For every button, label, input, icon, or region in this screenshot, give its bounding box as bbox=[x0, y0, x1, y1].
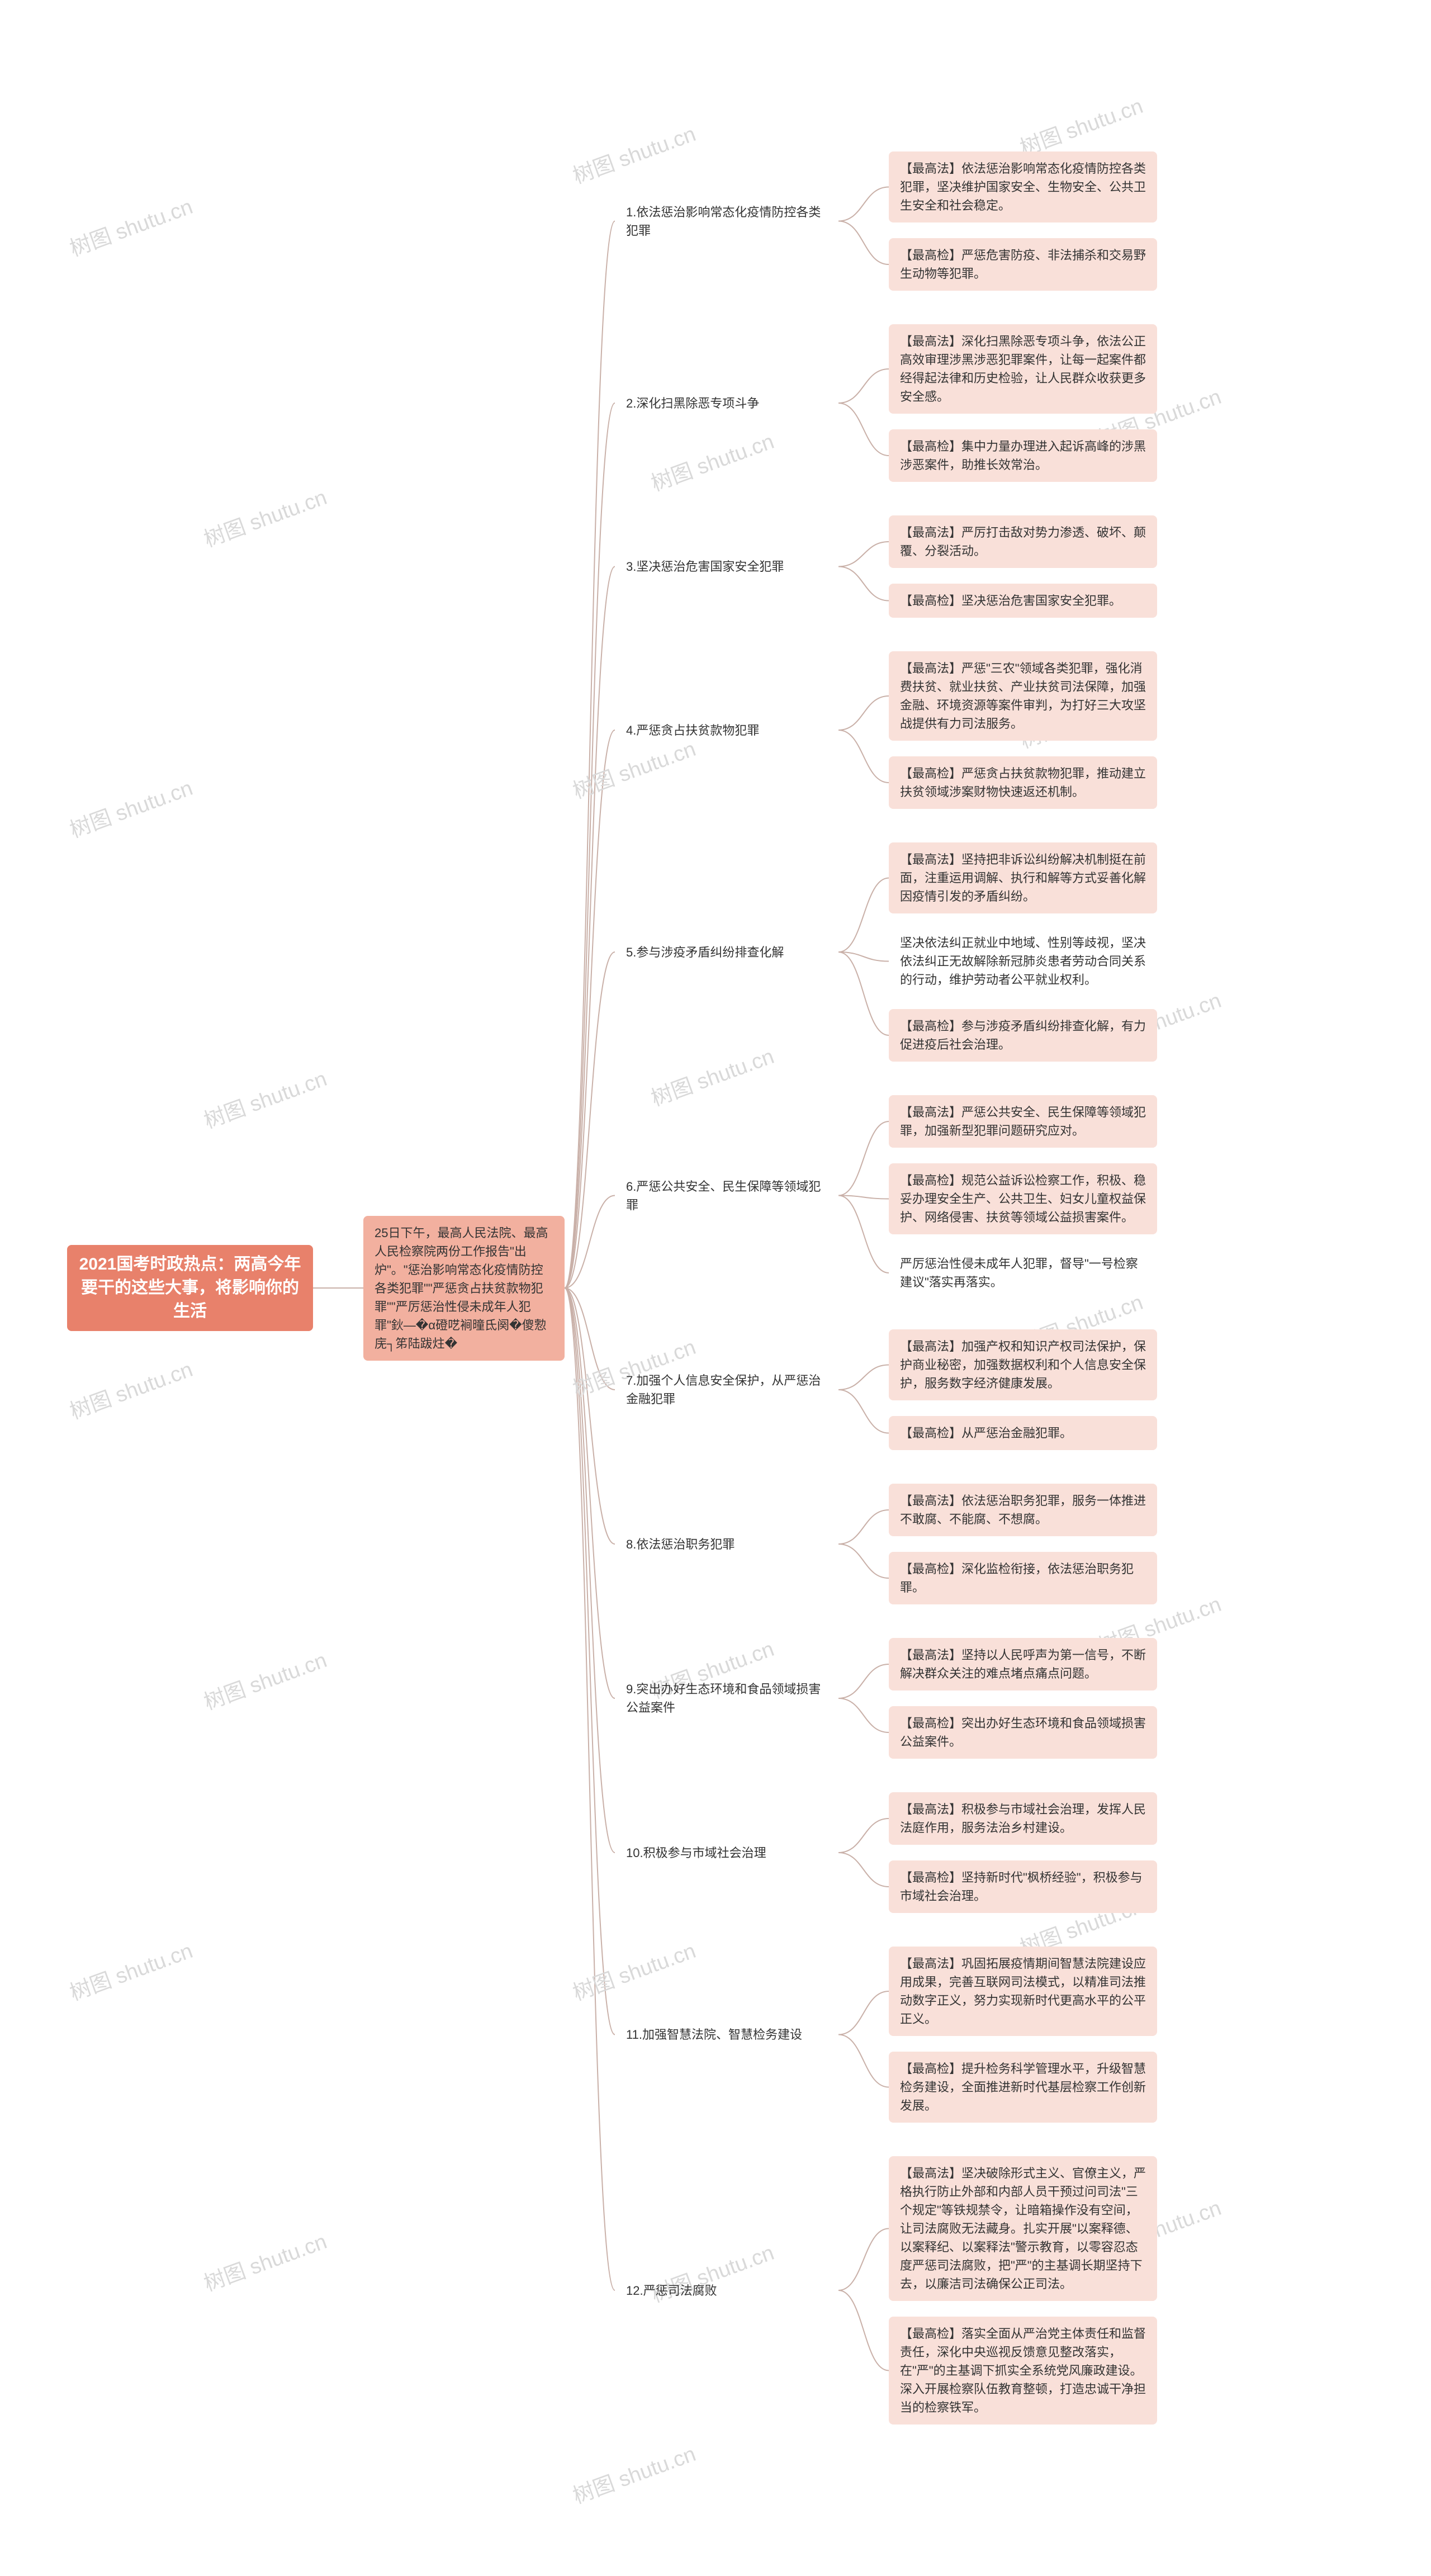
leaf-group: 【最高法】深化扫黑除恶专项斗争，依法公正高效审理涉黑涉恶犯罪案件，让每一起案件都… bbox=[889, 324, 1157, 482]
branch-label: 2.深化扫黑除恶专项斗争 bbox=[615, 390, 838, 417]
branch-label: 12.严惩司法腐败 bbox=[615, 2277, 838, 2304]
leaf-node: 【最高检】严惩贪占扶贫款物犯罪，推动建立扶贫领域涉案财物快速返还机制。 bbox=[889, 756, 1157, 809]
leaf-group: 【最高法】严惩"三农"领域各类犯罪，强化消费扶贫、就业扶贫、产业扶贫司法保障，加… bbox=[889, 651, 1157, 809]
branch-label: 5.参与涉疫矛盾纠纷排查化解 bbox=[615, 939, 838, 966]
branch-label: 11.加强智慧法院、智慧检务建设 bbox=[615, 2021, 838, 2048]
leaf-node: 【最高检】集中力量办理进入起诉高峰的涉黑涉恶案件，助推长效常治。 bbox=[889, 429, 1157, 482]
leaf-node: 【最高法】依法惩治影响常态化疫情防控各类犯罪，坚决维护国家安全、生物安全、公共卫… bbox=[889, 151, 1157, 222]
branch-label: 7.加强个人信息安全保护，从严惩治金融犯罪 bbox=[615, 1367, 838, 1413]
branch: 12.严惩司法腐败 【最高法】坚决破除形式主义、官僚主义，严格执行防止外部和内部人… bbox=[615, 2156, 1157, 2425]
leaf-node: 【最高检】突出办好生态环境和食品领域损害公益案件。 bbox=[889, 1706, 1157, 1759]
leaf-group: 【最高法】坚决破除形式主义、官僚主义，严格执行防止外部和内部人员干预过问司法"三… bbox=[889, 2156, 1157, 2425]
leaf-group: 【最高法】坚持以人民呼声为第一信号，不断解决群众关注的难点堵点痛点问题。【最高检… bbox=[889, 1638, 1157, 1759]
branches-column: 1.依法惩治影响常态化疫情防控各类犯罪 【最高法】依法惩治影响常态化疫情防控各类犯… bbox=[615, 151, 1157, 2425]
branch-label: 1.依法惩治影响常态化疫情防控各类犯罪 bbox=[615, 198, 838, 244]
leaf-node: 【最高检】深化监检衔接，依法惩治职务犯罪。 bbox=[889, 1552, 1157, 1604]
branch: 4.严惩贪占扶贫款物犯罪 【最高法】严惩"三农"领域各类犯罪，强化消费扶贫、就业扶… bbox=[615, 651, 1157, 809]
branch-label: 6.严惩公共安全、民生保障等领域犯罪 bbox=[615, 1173, 838, 1219]
leaf-node: 【最高检】坚决惩治危害国家安全犯罪。 bbox=[889, 584, 1157, 618]
branch-label: 4.严惩贪占扶贫款物犯罪 bbox=[615, 717, 838, 744]
root-node: 2021国考时政热点：两高今年要干的这些大事，将影响你的生活 bbox=[67, 1245, 313, 1331]
leaf-node: 坚决依法纠正就业中地域、性别等歧视，坚决依法纠正无故解除新冠肺炎患者劳动合同关系… bbox=[889, 929, 1157, 993]
leaf-group: 【最高法】依法惩治影响常态化疫情防控各类犯罪，坚决维护国家安全、生物安全、公共卫… bbox=[889, 151, 1157, 291]
leaf-node: 【最高检】规范公益诉讼检察工作，积极、稳妥办理安全生产、公共卫生、妇女儿童权益保… bbox=[889, 1163, 1157, 1234]
branch: 6.严惩公共安全、民生保障等领域犯罪 【最高法】严惩公共安全、民生保障等领域犯罪，… bbox=[615, 1095, 1157, 1296]
leaf-node: 【最高法】加强产权和知识产权司法保护，保护商业秘密，加强数据权利和个人信息安全保… bbox=[889, 1329, 1157, 1400]
branch: 1.依法惩治影响常态化疫情防控各类犯罪 【最高法】依法惩治影响常态化疫情防控各类犯… bbox=[615, 151, 1157, 291]
branch: 5.参与涉疫矛盾纠纷排查化解 【最高法】坚持把非诉讼纠纷解决机制挺在前面，注重运用… bbox=[615, 842, 1157, 1062]
leaf-node: 【最高法】积极参与市域社会治理，发挥人民法庭作用，服务法治乡村建设。 bbox=[889, 1792, 1157, 1845]
leaf-node: 【最高检】严惩危害防疫、非法捕杀和交易野生动物等犯罪。 bbox=[889, 238, 1157, 291]
branch-label: 8.依法惩治职务犯罪 bbox=[615, 1531, 838, 1558]
leaf-group: 【最高法】坚持把非诉讼纠纷解决机制挺在前面，注重运用调解、执行和解等方式妥善化解… bbox=[889, 842, 1157, 1062]
branch: 10.积极参与市域社会治理 【最高法】积极参与市域社会治理，发挥人民法庭作用，服务… bbox=[615, 1792, 1157, 1913]
leaf-node: 【最高法】巩固拓展疫情期间智慧法院建设应用成果，完善互联网司法模式，以精准司法推… bbox=[889, 1947, 1157, 2036]
branch-label: 10.积极参与市域社会治理 bbox=[615, 1839, 838, 1867]
leaf-node: 【最高法】坚决破除形式主义、官僚主义，严格执行防止外部和内部人员干预过问司法"三… bbox=[889, 2156, 1157, 2301]
leaf-group: 【最高法】巩固拓展疫情期间智慧法院建设应用成果，完善互联网司法模式，以精准司法推… bbox=[889, 1947, 1157, 2123]
leaf-node: 【最高法】深化扫黑除恶专项斗争，依法公正高效审理涉黑涉恶犯罪案件，让每一起案件都… bbox=[889, 324, 1157, 414]
leaf-group: 【最高法】严厉打击敌对势力渗透、破坏、颠覆、分裂活动。【最高检】坚决惩治危害国家… bbox=[889, 515, 1157, 618]
leaf-node: 【最高法】严惩"三农"领域各类犯罪，强化消费扶贫、就业扶贫、产业扶贫司法保障，加… bbox=[889, 651, 1157, 741]
leaf-group: 【最高法】积极参与市域社会治理，发挥人民法庭作用，服务法治乡村建设。【最高检】坚… bbox=[889, 1792, 1157, 1913]
branch: 11.加强智慧法院、智慧检务建设 【最高法】巩固拓展疫情期间智慧法院建设应用成果，… bbox=[615, 1947, 1157, 2123]
branch: 2.深化扫黑除恶专项斗争 【最高法】深化扫黑除恶专项斗争，依法公正高效审理涉黑涉恶… bbox=[615, 324, 1157, 482]
branch-label: 9.突出办好生态环境和食品领域损害公益案件 bbox=[615, 1675, 838, 1721]
leaf-node: 【最高检】参与涉疫矛盾纠纷排查化解，有力促进疫后社会治理。 bbox=[889, 1009, 1157, 1062]
level1-summary: 25日下午，最高人民法院、最高人民检察院两份工作报告"出炉"。"惩治影响常态化疫… bbox=[363, 1216, 565, 1361]
leaf-node: 【最高法】坚持以人民呼声为第一信号，不断解决群众关注的难点堵点痛点问题。 bbox=[889, 1638, 1157, 1690]
leaf-node: 【最高法】依法惩治职务犯罪，服务一体推进不敢腐、不能腐、不想腐。 bbox=[889, 1484, 1157, 1536]
leaf-node: 【最高检】落实全面从严治党主体责任和监督责任，深化中央巡视反馈意见整改落实，在"… bbox=[889, 2317, 1157, 2425]
branch: 8.依法惩治职务犯罪 【最高法】依法惩治职务犯罪，服务一体推进不敢腐、不能腐、不想… bbox=[615, 1484, 1157, 1604]
branch: 9.突出办好生态环境和食品领域损害公益案件 【最高法】坚持以人民呼声为第一信号，不… bbox=[615, 1638, 1157, 1759]
leaf-node: 严厉惩治性侵未成年人犯罪，督导"一号检察建议"落实再落实。 bbox=[889, 1250, 1157, 1296]
branch-label: 3.坚决惩治危害国家安全犯罪 bbox=[615, 553, 838, 580]
leaf-node: 【最高法】严厉打击敌对势力渗透、破坏、颠覆、分裂活动。 bbox=[889, 515, 1157, 568]
mindmap-root: 2021国考时政热点：两高今年要干的这些大事，将影响你的生活 25日下午，最高人… bbox=[67, 45, 1364, 2531]
leaf-node: 【最高检】从严惩治金融犯罪。 bbox=[889, 1416, 1157, 1450]
leaf-node: 【最高检】坚持新时代"枫桥经验"，积极参与市域社会治理。 bbox=[889, 1860, 1157, 1913]
leaf-node: 【最高检】提升检务科学管理水平，升级智慧检务建设，全面推进新时代基层检察工作创新… bbox=[889, 2052, 1157, 2123]
branch: 7.加强个人信息安全保护，从严惩治金融犯罪 【最高法】加强产权和知识产权司法保护，… bbox=[615, 1329, 1157, 1450]
leaf-group: 【最高法】加强产权和知识产权司法保护，保护商业秘密，加强数据权利和个人信息安全保… bbox=[889, 1329, 1157, 1450]
branch: 3.坚决惩治危害国家安全犯罪 【最高法】严厉打击敌对势力渗透、破坏、颠覆、分裂活动… bbox=[615, 515, 1157, 618]
leaf-group: 【最高法】严惩公共安全、民生保障等领域犯罪，加强新型犯罪问题研究应对。【最高检】… bbox=[889, 1095, 1157, 1296]
leaf-node: 【最高法】严惩公共安全、民生保障等领域犯罪，加强新型犯罪问题研究应对。 bbox=[889, 1095, 1157, 1148]
leaf-node: 【最高法】坚持把非诉讼纠纷解决机制挺在前面，注重运用调解、执行和解等方式妥善化解… bbox=[889, 842, 1157, 913]
leaf-group: 【最高法】依法惩治职务犯罪，服务一体推进不敢腐、不能腐、不想腐。【最高检】深化监… bbox=[889, 1484, 1157, 1604]
